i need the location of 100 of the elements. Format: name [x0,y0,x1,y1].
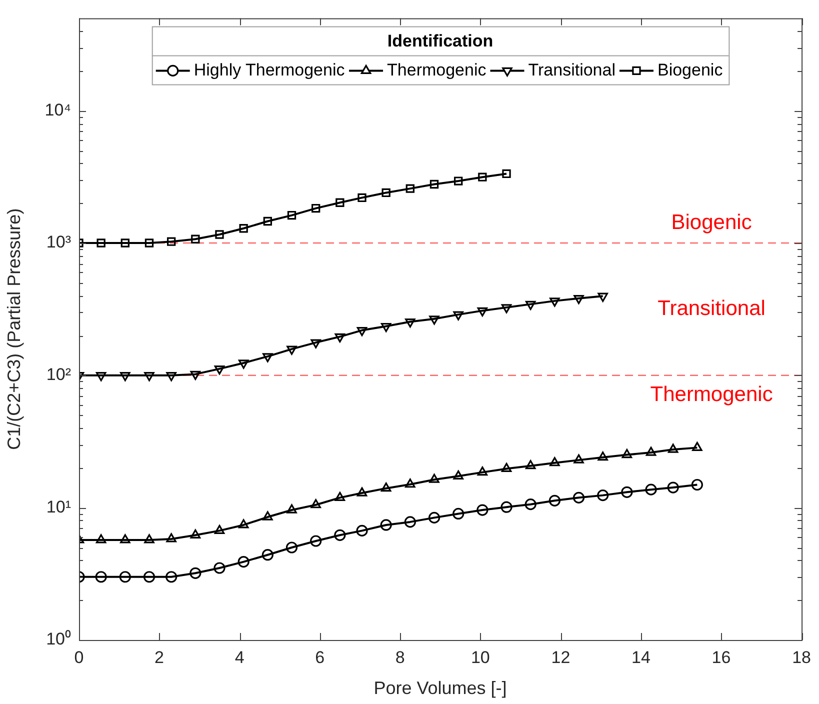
point [190,529,201,538]
legend-label: Highly Thermogenic [194,60,346,80]
point [645,484,657,496]
point [166,372,176,382]
point [358,193,366,202]
point [500,501,512,513]
point [166,533,176,542]
point [120,534,130,544]
point [502,169,511,178]
point [572,492,585,504]
point [312,204,320,213]
x-tick-label: 10 [470,648,490,667]
legend-label: Transitional [528,60,616,80]
point [239,224,248,233]
legend-label: Thermogenic [387,60,487,80]
point [310,499,321,508]
point [477,466,488,476]
x-tick-label: 16 [712,648,731,667]
point [356,326,368,336]
point [574,295,584,304]
point [238,360,249,369]
point [691,478,703,491]
point [429,474,440,483]
point [214,562,226,574]
point [96,534,106,544]
point [477,307,488,316]
point [262,549,274,561]
point [597,490,609,502]
point [336,198,344,207]
point [430,180,439,189]
x-tick-label: 6 [315,648,325,667]
point [238,519,249,528]
point [598,292,608,302]
point [334,529,346,541]
point [621,486,633,498]
point [310,535,322,547]
point [501,304,512,314]
point [144,238,154,248]
point [453,470,464,480]
point [356,487,368,496]
point [287,210,296,220]
point [144,534,154,544]
point [238,556,250,568]
point [144,372,154,382]
point [524,498,536,510]
annotation: Transitional [658,296,766,320]
point [214,524,225,534]
point [428,512,440,524]
point [190,370,201,380]
point [166,237,176,246]
point [119,571,131,583]
point [96,372,106,382]
point [334,492,346,501]
point [286,504,297,514]
annotation: Biogenic [671,210,752,234]
point [310,339,321,348]
point [286,346,297,355]
x-tick-label: 14 [632,648,650,667]
point [380,519,392,531]
point [382,188,390,198]
point [453,311,464,320]
point [668,444,678,453]
point [262,511,273,520]
point [120,372,130,382]
legend-title: Identification [387,31,494,50]
point [574,454,584,464]
point [334,333,346,342]
point [454,176,463,186]
y-tick-label: 10² [46,365,72,384]
point [120,238,130,248]
x-tick-label: 4 [234,648,244,667]
point [598,452,608,461]
point [286,542,298,554]
point [214,366,225,375]
x-tick-label: 8 [395,648,405,667]
point [501,462,512,472]
point [622,448,632,458]
point [404,516,416,528]
point [548,494,560,506]
y-tick-label: 10⁴ [44,100,71,120]
point [692,442,702,451]
y-tick-label: 10¹ [46,497,72,516]
point [166,571,178,583]
point [406,184,414,193]
point [405,478,416,488]
point [452,508,464,520]
point [190,567,202,579]
point [478,172,487,182]
x-axis-title: Pore Volumes [-] [374,678,507,698]
x-tick-label: 12 [551,648,570,667]
point [95,571,107,583]
y-axis-title: C1/(C2+C3) (Partial Pressure) [4,208,24,450]
point [380,322,392,332]
point [191,234,200,244]
point [476,504,488,516]
point [215,230,224,239]
point [667,482,679,494]
point [429,316,440,325]
y-tick-label: 10⁰ [46,630,71,649]
point [525,300,536,310]
